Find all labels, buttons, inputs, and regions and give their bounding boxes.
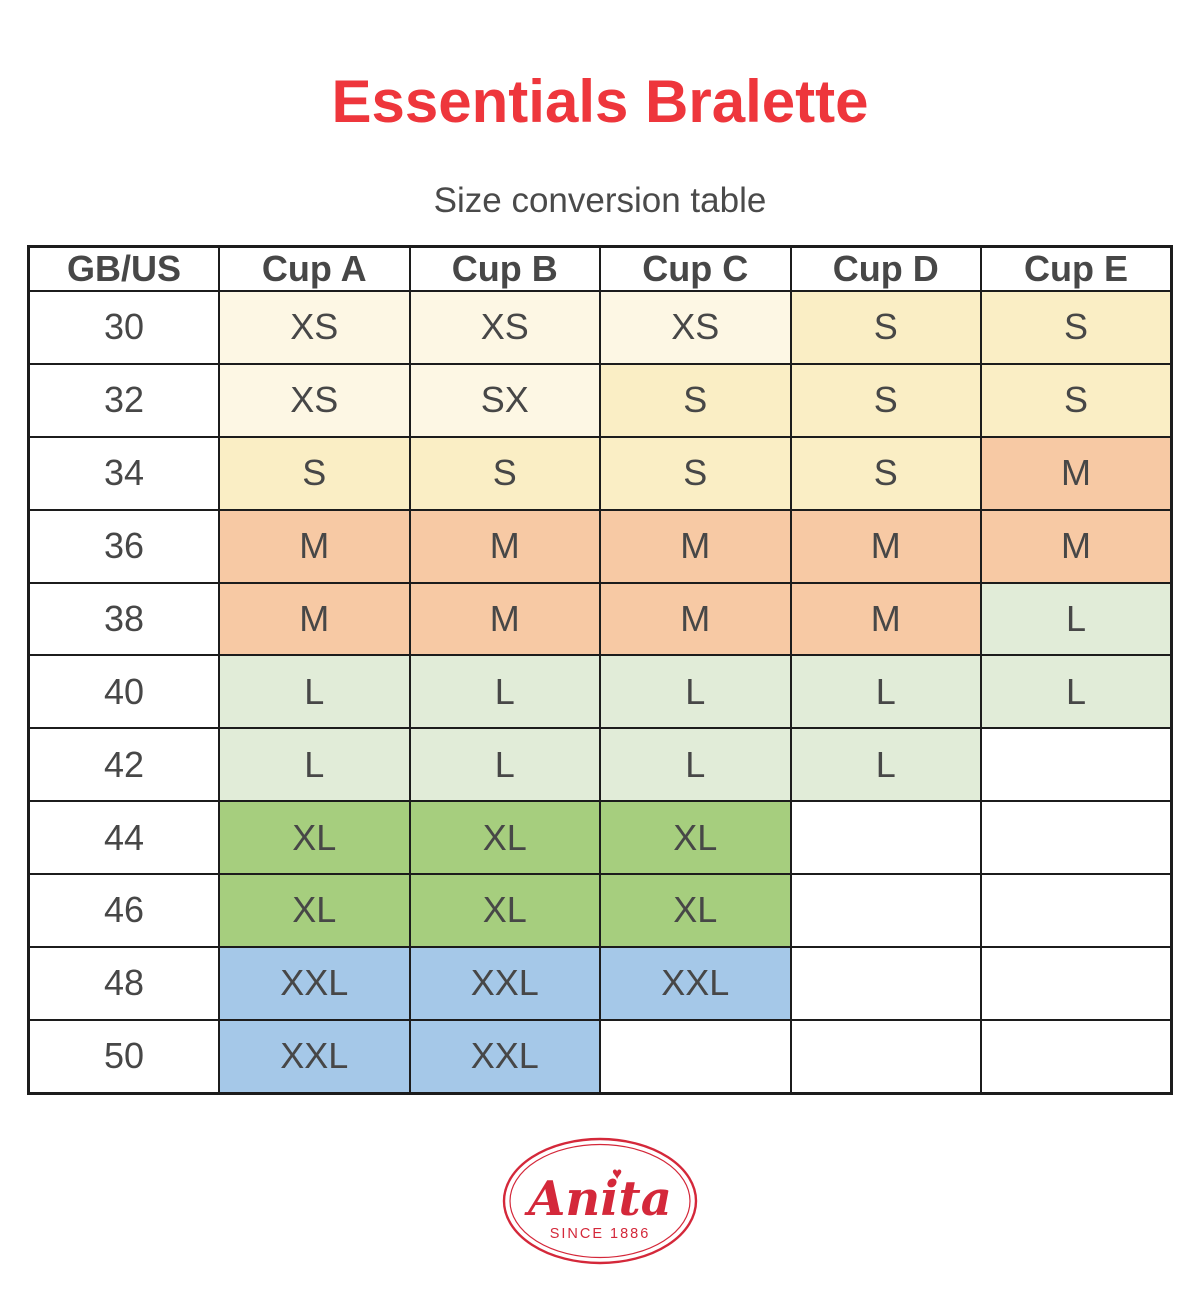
column-header-cup-a: Cup A <box>218 245 411 292</box>
table-row-30: 30 XS XS XS S S <box>27 290 1173 365</box>
size-cell-l: L <box>980 654 1173 730</box>
empty-cell <box>599 1018 792 1095</box>
size-cell-s: S <box>789 290 982 365</box>
anita-logo-text: Anita <box>524 1171 672 1227</box>
size-cell-l: L <box>980 581 1173 657</box>
band-size-cell-38: 38 <box>27 581 220 657</box>
size-cell-xs: XS <box>599 290 792 365</box>
heart-icon: ♥ <box>612 1164 622 1183</box>
empty-cell <box>980 1018 1173 1095</box>
size-cell-s: S <box>789 435 982 511</box>
size-cell-m: M <box>218 508 411 584</box>
band-size-cell-40: 40 <box>27 654 220 730</box>
size-cell-l: L <box>599 654 792 730</box>
size-cell-sx: SX <box>408 362 601 438</box>
empty-cell <box>980 873 1173 948</box>
size-cell-s: S <box>599 362 792 438</box>
size-cell-xl: XL <box>218 873 411 948</box>
table-body: 30 XS XS XS S S 32 XS SX S S S 34 S S S S M 36 M M M M M 38 M M M M L… <box>27 290 1173 1095</box>
table-row-32: 32 XS SX S S S <box>27 362 1173 438</box>
size-cell-l: L <box>599 727 792 803</box>
size-cell-s: S <box>599 435 792 511</box>
empty-cell <box>789 945 982 1021</box>
table-row-46: 46 XL XL XL <box>27 873 1173 948</box>
size-cell-xs: XS <box>218 362 411 438</box>
size-cell-xxl: XXL <box>218 1018 411 1095</box>
table-subtitle: Size conversion table <box>433 181 767 220</box>
band-size-cell-42: 42 <box>27 727 220 803</box>
empty-cell <box>789 800 982 875</box>
column-header-cup-d: Cup D <box>789 245 982 292</box>
anita-logo-oval: Anita ♥ SINCE 1886 <box>502 1137 698 1265</box>
table-row-34: 34 S S S S M <box>27 435 1173 511</box>
band-size-cell-44: 44 <box>27 800 220 875</box>
size-cell-l: L <box>408 727 601 803</box>
band-size-cell-36: 36 <box>27 508 220 584</box>
size-cell-l: L <box>218 727 411 803</box>
table-row-42: 42 L L L L <box>27 727 1173 803</box>
column-header-gb-us: GB/US <box>27 245 220 292</box>
size-cell-s: S <box>980 362 1173 438</box>
size-cell-xl: XL <box>408 800 601 875</box>
size-cell-l: L <box>789 654 982 730</box>
size-cell-xl: XL <box>408 873 601 948</box>
size-cell-xl: XL <box>218 800 411 875</box>
table-row-36: 36 M M M M M <box>27 508 1173 584</box>
table-header: GB/US Cup A Cup B Cup C Cup D Cup E <box>27 245 1173 292</box>
size-cell-m: M <box>218 581 411 657</box>
size-cell-m: M <box>980 508 1173 584</box>
empty-cell <box>789 873 982 948</box>
empty-cell <box>980 727 1173 803</box>
band-size-cell-48: 48 <box>27 945 220 1021</box>
band-size-cell-32: 32 <box>27 362 220 438</box>
band-size-cell-46: 46 <box>27 873 220 948</box>
size-cell-s: S <box>218 435 411 511</box>
column-header-cup-e: Cup E <box>980 245 1173 292</box>
table-row-50: 50 XXL XXL <box>27 1018 1173 1095</box>
table-row-44: 44 XL XL XL <box>27 800 1173 875</box>
size-cell-m: M <box>408 508 601 584</box>
size-cell-s: S <box>980 290 1173 365</box>
size-cell-m: M <box>599 581 792 657</box>
column-header-cup-c: Cup C <box>599 245 792 292</box>
size-cell-s: S <box>789 362 982 438</box>
size-cell-l: L <box>218 654 411 730</box>
empty-cell <box>789 1018 982 1095</box>
band-size-cell-50: 50 <box>27 1018 220 1095</box>
size-cell-xl: XL <box>599 800 792 875</box>
size-cell-m: M <box>980 435 1173 511</box>
size-cell-m: M <box>599 508 792 584</box>
size-cell-m: M <box>789 581 982 657</box>
column-header-cup-b: Cup B <box>408 245 601 292</box>
size-cell-xxl: XXL <box>218 945 411 1021</box>
empty-cell <box>980 800 1173 875</box>
empty-cell <box>980 945 1173 1021</box>
size-cell-m: M <box>408 581 601 657</box>
size-cell-xxl: XXL <box>408 1018 601 1095</box>
size-cell-l: L <box>408 654 601 730</box>
table-row-40: 40 L L L L L <box>27 654 1173 730</box>
table-row-48: 48 XXL XXL XXL <box>27 945 1173 1021</box>
size-cell-l: L <box>789 727 982 803</box>
size-cell-xs: XS <box>408 290 601 365</box>
brand-logo: Anita ♥ SINCE 1886 <box>0 1135 1200 1267</box>
size-conversion-table: GB/US Cup A Cup B Cup C Cup D Cup E 30 XS XS XS S… <box>27 245 1173 1095</box>
page-title: Essentials Bralette <box>331 68 869 135</box>
size-cell-xxl: XXL <box>408 945 601 1021</box>
size-cell-m: M <box>789 508 982 584</box>
band-size-cell-34: 34 <box>27 435 220 511</box>
anita-logo-tagline: SINCE 1886 <box>550 1226 651 1242</box>
header-row: GB/US Cup A Cup B Cup C Cup D Cup E <box>27 245 1173 292</box>
size-cell-xxl: XXL <box>599 945 792 1021</box>
size-cell-s: S <box>408 435 601 511</box>
table-row-38: 38 M M M M L <box>27 581 1173 657</box>
size-cell-xl: XL <box>599 873 792 948</box>
size-cell-xs: XS <box>218 290 411 365</box>
band-size-cell-30: 30 <box>27 290 220 365</box>
